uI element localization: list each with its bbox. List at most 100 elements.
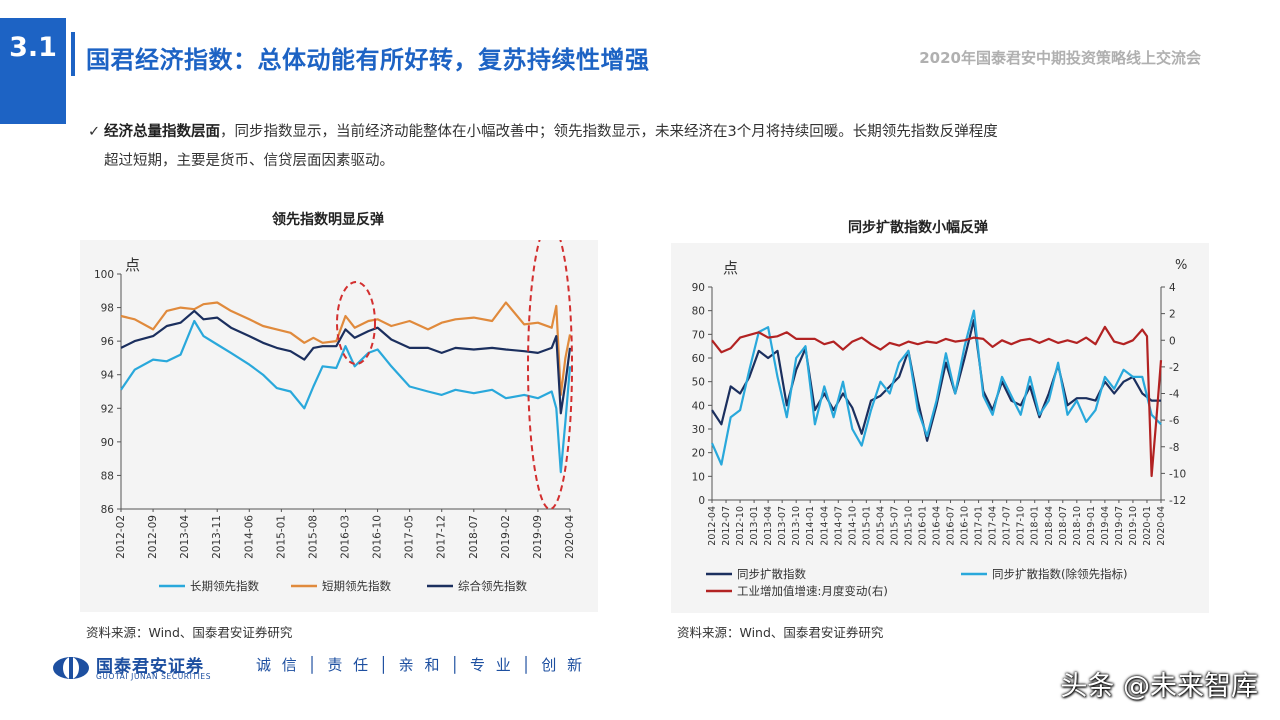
x-tick-label: 2013-10 xyxy=(791,506,802,546)
bullet-text-line2: 超过短期，主要是货币、信贷层面因素驱动。 xyxy=(104,153,394,169)
y-tick-label: 50 xyxy=(692,377,705,389)
y-tick-label: 70 xyxy=(692,329,705,341)
legend-label: 长期领先指数 xyxy=(190,579,259,593)
bullet-text-line1: ，同步指数显示，当前经济动能整体在小幅改善中；领先指数显示，未来经济在3个月将持… xyxy=(220,124,998,140)
x-tick-label: 2018-10 xyxy=(1072,506,1083,546)
x-tick-label: 2017-12 xyxy=(436,515,448,559)
x-tick-label: 2019-09 xyxy=(532,515,544,559)
x-tick-label: 2016-03 xyxy=(340,515,352,559)
series-line-1 xyxy=(120,319,572,474)
y-axis-label: 点 xyxy=(723,259,738,277)
x-tick-label: 2019-02 xyxy=(500,515,512,559)
watermark: 头条 @未来智库 xyxy=(1060,671,1258,702)
y-axis-label: 点 xyxy=(125,256,140,274)
y2-tick-label: 4 xyxy=(1169,282,1176,294)
legend-label: 同步扩散指数 xyxy=(737,567,806,581)
y2-tick-label: -6 xyxy=(1169,415,1180,427)
legend-label: 综合领先指数 xyxy=(458,579,527,593)
check-icon: ✓ xyxy=(88,124,101,140)
y-tick-label: 0 xyxy=(698,495,705,507)
series-line-3 xyxy=(711,325,1163,478)
x-tick-label: 2013-04 xyxy=(179,515,191,559)
x-tick-label: 2019-07 xyxy=(1114,506,1125,546)
y-tick-label: 94 xyxy=(101,370,115,382)
series-line-1 xyxy=(711,318,1161,442)
y-tick-label: 88 xyxy=(101,470,114,482)
y-tick-label: 98 xyxy=(101,303,114,315)
y-tick-label: 20 xyxy=(692,448,705,460)
y2-tick-label: -12 xyxy=(1169,495,1186,507)
legend-label: 同步扩散指数(除领先指标) xyxy=(992,567,1127,581)
y-tick-label: 30 xyxy=(692,424,705,436)
x-tick-label: 2016-07 xyxy=(946,506,957,546)
x-tick-label: 2015-10 xyxy=(903,506,914,546)
left-chart-title: 领先指数明显反弹 xyxy=(272,212,384,228)
x-tick-label: 2018-01 xyxy=(1030,506,1041,546)
x-tick-label: 2015-01 xyxy=(275,515,287,559)
highlight-ellipse xyxy=(336,281,376,365)
y2-tick-label: -4 xyxy=(1169,389,1180,401)
x-tick-label: 2016-10 xyxy=(960,506,971,546)
section-number: 3.1 xyxy=(9,32,57,63)
logo-mark-icon xyxy=(53,657,89,679)
x-tick-label: 2017-07 xyxy=(1002,506,1013,546)
x-tick-label: 2012-07 xyxy=(721,506,732,546)
x-tick-label: 2019-10 xyxy=(1128,506,1139,546)
company-slogan: 诚 信 │ 责 任 │ 亲 和 │ 专 业 │ 创 新 xyxy=(256,656,586,674)
series-line-3 xyxy=(120,309,572,415)
y-tick-label: 86 xyxy=(101,504,115,516)
logo-text-en: GUOTAI JUNAN SECURITIES xyxy=(96,672,212,681)
y2-tick-label: 0 xyxy=(1169,335,1176,347)
y-tick-label: 96 xyxy=(101,336,115,348)
x-tick-label: 2012-10 xyxy=(735,506,746,546)
y-tick-label: 90 xyxy=(101,437,114,449)
x-tick-label: 2016-10 xyxy=(372,515,384,559)
x-tick-label: 2014-01 xyxy=(805,506,816,546)
y2-tick-label: -10 xyxy=(1169,468,1186,480)
x-tick-label: 2019-04 xyxy=(1100,506,1111,546)
conference-name: 2020年国泰君安中期投资策略线上交流会 xyxy=(919,49,1201,67)
y2-tick-label: -8 xyxy=(1169,442,1179,454)
y-tick-label: 10 xyxy=(692,471,705,483)
legend-label: 工业增加值增速:月度变动(右) xyxy=(737,584,888,598)
x-tick-label: 2017-01 xyxy=(974,506,985,546)
bullet-bold-lead: 经济总量指数层面 xyxy=(104,124,220,140)
x-tick-label: 2017-10 xyxy=(1016,506,1027,546)
right-chart-source: 资料来源：Wind、国泰君安证券研究 xyxy=(677,625,884,640)
left-chart-panel: 86 88 90 92 94 96 98 100 点 2012-02 2012-09 2013-04 2… xyxy=(80,222,598,612)
y2-axis-label: % xyxy=(1175,258,1187,273)
x-tick-label: 2017-04 xyxy=(988,506,999,546)
x-tick-label: 2014-07 xyxy=(833,506,844,546)
x-tick-label: 2018-04 xyxy=(1044,506,1055,546)
right-chart-panel: 0 10 20 30 40 50 60 70 80 90 -12 -10 -8 -6 -4 -2 0 2 4 点% 20… xyxy=(671,243,1209,613)
x-tick-label: 2013-04 xyxy=(763,506,774,546)
x-tick-label: 2014-10 xyxy=(847,506,858,546)
x-tick-label: 2020-04 xyxy=(564,515,576,559)
x-tick-label: 2019-01 xyxy=(1086,506,1097,546)
x-tick-label: 2018-07 xyxy=(468,515,480,559)
y-tick-label: 92 xyxy=(101,403,114,415)
x-tick-label: 2012-09 xyxy=(147,515,159,559)
x-tick-label: 2016-01 xyxy=(917,506,928,546)
x-tick-label: 2017-05 xyxy=(404,515,416,559)
x-tick-label: 2015-01 xyxy=(861,506,872,546)
y-tick-label: 100 xyxy=(94,269,114,281)
x-tick-label: 2013-01 xyxy=(749,506,760,546)
series-line-2 xyxy=(120,301,572,396)
highlight-ellipse xyxy=(527,222,573,510)
x-tick-label: 2020-04 xyxy=(1156,506,1167,546)
logo-text-cn: 国泰君安证券 xyxy=(96,657,204,677)
x-tick-label: 2015-07 xyxy=(889,506,900,546)
title-accent-bar xyxy=(71,32,75,76)
y2-tick-label: 2 xyxy=(1169,309,1176,321)
x-tick-label: 2018-07 xyxy=(1058,506,1069,546)
section-badge xyxy=(0,18,66,124)
x-tick-label: 2012-04 xyxy=(707,506,718,546)
x-tick-label: 2015-08 xyxy=(307,515,319,559)
summary-bullet: ✓ 经济总量指数层面，同步指数显示，当前经济动能整体在小幅改善中；领先指数显示，未… xyxy=(88,118,1148,176)
legend-label: 短期领先指数 xyxy=(322,579,391,593)
y2-tick-label: -2 xyxy=(1169,362,1179,374)
x-tick-label: 2016-04 xyxy=(932,506,943,546)
left-chart-source: 资料来源：Wind、国泰君安证券研究 xyxy=(86,625,293,640)
series-line-2 xyxy=(710,309,1162,466)
